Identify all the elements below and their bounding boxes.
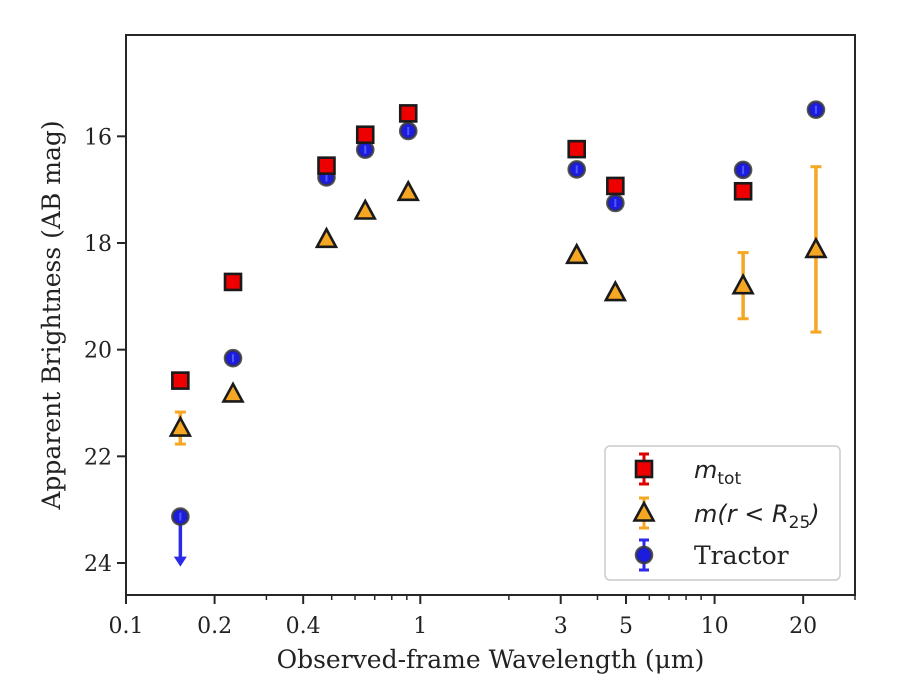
data-point-triangle (221, 381, 245, 403)
legend-entry-triangle: m(r < R25) (694, 500, 820, 533)
data-point-triangle (804, 236, 828, 259)
data-point-triangle (314, 226, 339, 249)
x-tick-label: 0.4 (286, 614, 321, 639)
data-point-square (355, 125, 375, 145)
y-tick-label: 18 (84, 232, 112, 257)
x-tick-label: 1 (413, 614, 427, 639)
data-point-triangle (603, 279, 628, 302)
legend-box (604, 445, 841, 581)
x-axis-label: Observed-frame Wavelength (μm) (277, 645, 705, 674)
data-point-square (567, 139, 587, 159)
data-point-triangle (731, 272, 755, 295)
legend: mtot m(r < R25) Tractor (604, 445, 841, 581)
x-tick-label: 20 (789, 614, 817, 639)
series-triangle (168, 165, 828, 446)
data-point-triangle (565, 242, 589, 265)
data-point-square (171, 371, 190, 390)
x-tick-label: 5 (619, 614, 633, 639)
x-tick-label: 3 (554, 614, 568, 639)
data-point-triangle (353, 198, 377, 220)
data-point-square (317, 156, 336, 175)
plot-area (168, 100, 828, 567)
data-point-square (223, 272, 243, 292)
legend-marker-square (634, 459, 654, 479)
legend-entry-square: mtot (694, 456, 741, 489)
data-point-square (398, 104, 418, 123)
axes-frame (125, 34, 856, 596)
data-point-square (606, 176, 625, 196)
series-square (171, 104, 753, 390)
y-tick-label: 24 (84, 552, 112, 577)
axes: 0.1 0.2 0.4 1 3 5 10 20 16 18 20 22 24 Observed-frame… (37, 34, 856, 674)
x-tick-label: 0.1 (109, 614, 144, 639)
data-point-triangle (396, 179, 420, 202)
data-point-triangle (168, 415, 193, 437)
legend-marker-circle (634, 545, 654, 565)
legend-entry-circle: Tractor (694, 541, 789, 570)
upper-limit-arrowhead (173, 556, 187, 567)
x-tick-label: 0.2 (197, 614, 232, 639)
y-tick-label: 22 (84, 445, 112, 470)
legend-marker-triangle (632, 500, 656, 522)
data-point-square (733, 181, 753, 201)
y-tick-label: 16 (84, 125, 112, 150)
y-axis-label: Apparent Brightness (AB mag) (37, 120, 66, 510)
y-tick-label: 20 (84, 339, 112, 364)
x-tick-label: 10 (701, 614, 729, 639)
